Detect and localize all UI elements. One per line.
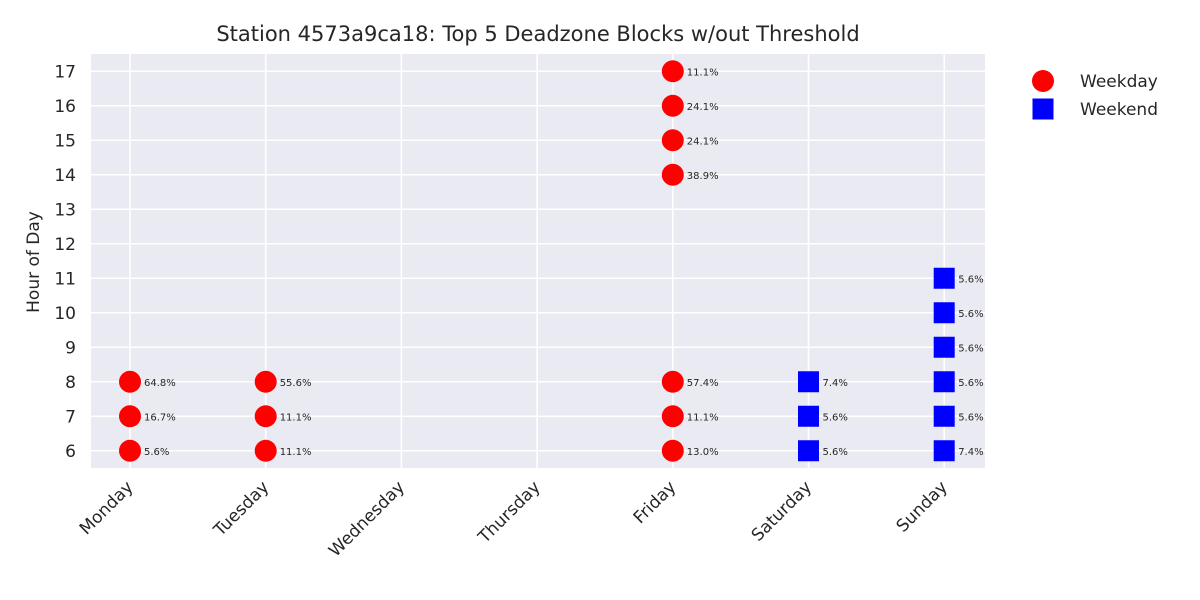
point-label: 24.1% [687,102,719,113]
point-label: 11.1% [280,447,312,458]
y-tick-label: 9 [65,338,76,358]
point-label: 38.9% [687,171,719,182]
point-label: 11.1% [687,412,719,423]
y-tick-label: 10 [54,304,76,324]
weekday-point [254,439,277,462]
point-label: 55.6% [280,378,312,389]
weekday-point [254,405,277,428]
x-tick-label: Friday [630,477,681,528]
weekday-point [661,439,684,462]
weekday-point [661,94,684,117]
weekday-point [119,439,141,462]
weekend-point [933,302,955,324]
point-label: 16.7% [144,412,176,423]
weekday-point [661,60,684,83]
point-label: 11.1% [280,412,312,423]
plot-area [91,54,985,468]
point-label: 13.0% [687,447,719,458]
weekday-point [661,163,684,186]
weekday-point [661,129,684,152]
y-axis-label: Hour of Day [24,211,44,313]
legend: Weekday Weekend [1032,70,1158,120]
point-label: 5.6% [958,274,983,285]
weekday-point [661,405,684,428]
y-tick-label: 8 [65,373,76,393]
gridlines [91,54,985,468]
weekend-point [933,371,955,393]
point-label: 5.6% [958,412,983,423]
weekend-point [933,440,955,462]
y-tick-label: 6 [65,442,76,462]
weekend-point [798,371,819,393]
legend-label: Weekday [1080,72,1158,92]
weekday-point [119,405,141,428]
x-tick-label: Sunday [893,477,952,536]
y-tick-label: 16 [54,97,76,117]
weekend-point [933,336,955,358]
weekday-point [254,370,277,393]
x-axis-ticks: Monday Tuesday Wednesday Thursday Friday Satu… [76,477,952,561]
x-tick-label: Saturday [748,477,816,545]
weekend-point [933,267,955,289]
legend-label: Weekend [1080,100,1158,120]
weekday-point [661,370,684,393]
point-label: 5.6% [958,343,983,354]
y-tick-label: 11 [54,269,76,289]
y-tick-label: 15 [54,131,76,151]
y-tick-label: 14 [54,166,76,186]
point-label: 5.6% [958,378,983,389]
point-label: 7.4% [958,447,983,458]
x-tick-label: Wednesday [325,477,409,561]
y-tick-label: 7 [65,407,76,427]
chart-title: Station 4573a9ca18: Top 5 Deadzone Block… [216,22,859,46]
data-points: 64.8% 16.7% 5.6% 55.6% 11.1% 11.1% 11.1% 24.1% 2… [119,60,984,462]
x-tick-label: Monday [76,477,138,539]
point-label: 24.1% [687,136,719,147]
point-label: 5.6% [144,447,169,458]
y-tick-label: 17 [54,62,76,82]
weekday-point [119,370,141,393]
weekend-point [798,405,819,427]
weekend-point [933,405,955,427]
y-tick-label: 12 [54,235,76,255]
point-label: 5.6% [823,412,848,423]
x-tick-label: Thursday [474,477,545,548]
x-tick-label: Tuesday [209,477,273,541]
point-label: 7.4% [823,378,848,389]
legend-weekday-marker [1032,70,1054,92]
point-label: 5.6% [823,447,848,458]
weekend-point [798,440,819,462]
y-tick-label: 13 [54,200,76,220]
y-axis-ticks: 6 7 8 9 10 11 12 13 14 15 16 17 [54,62,76,462]
point-label: 64.8% [144,378,176,389]
point-label: 11.1% [687,67,719,78]
point-label: 5.6% [958,309,983,320]
legend-weekend-marker [1032,98,1054,120]
point-label: 57.4% [687,378,719,389]
